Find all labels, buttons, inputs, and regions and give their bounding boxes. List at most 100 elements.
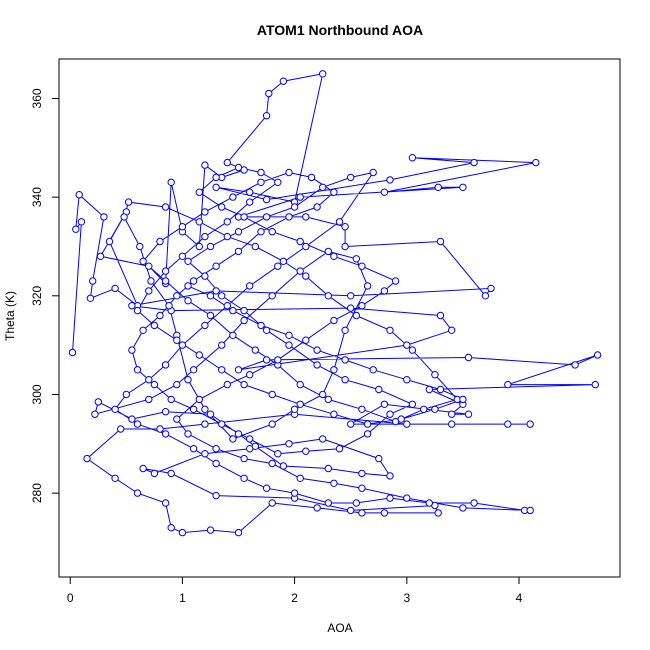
data-point <box>324 395 332 404</box>
data-point <box>358 262 366 270</box>
data-point <box>347 506 355 515</box>
data-point <box>234 163 243 172</box>
data-point <box>128 302 136 310</box>
data-point <box>363 420 372 428</box>
data-point <box>133 306 142 315</box>
data-point <box>324 292 332 300</box>
data-point <box>319 390 327 399</box>
data-point <box>218 203 226 211</box>
data-point <box>296 267 304 275</box>
data-point <box>408 154 417 162</box>
data-point <box>380 509 389 517</box>
data-point <box>296 400 304 408</box>
data-point <box>257 178 265 187</box>
data-point <box>251 346 260 354</box>
data-point <box>296 474 304 482</box>
data-point <box>341 223 349 231</box>
data-point <box>296 193 304 201</box>
data-point <box>161 267 170 275</box>
data-point <box>178 223 187 231</box>
data-point <box>161 499 170 507</box>
data-point <box>150 321 159 330</box>
data-point <box>167 524 175 532</box>
x-tick-label: 0 <box>67 591 74 605</box>
data-point <box>173 415 181 423</box>
y-tick-label: 300 <box>30 384 44 404</box>
data-point <box>246 371 254 379</box>
data-point <box>369 168 377 177</box>
data-point <box>111 405 119 413</box>
data-point <box>246 198 254 206</box>
data-point <box>136 242 144 251</box>
data-point <box>91 410 99 418</box>
data-point <box>189 405 198 413</box>
data-point <box>352 311 360 320</box>
data-point <box>504 420 512 428</box>
data-point <box>403 420 411 428</box>
data-point <box>358 509 366 517</box>
data-point <box>274 262 282 270</box>
data-point <box>335 445 344 453</box>
data-point <box>464 353 473 362</box>
data-point <box>324 464 332 473</box>
data-point <box>268 420 276 428</box>
data-point <box>391 277 400 285</box>
data-point <box>285 440 293 448</box>
data-point <box>330 252 338 260</box>
data-point <box>434 183 442 192</box>
data-point <box>161 408 170 416</box>
data-point <box>257 321 265 330</box>
data-point <box>165 302 173 310</box>
data-point <box>189 445 198 453</box>
data-point <box>223 158 232 167</box>
y-tick-label: 360 <box>30 88 44 108</box>
y-tick-label: 340 <box>30 187 44 207</box>
x-tick-label: 1 <box>179 591 186 605</box>
data-point <box>89 277 97 285</box>
data-point <box>285 213 293 221</box>
data-point <box>94 398 103 406</box>
data-point <box>262 356 271 364</box>
data-point <box>223 218 232 226</box>
data-point <box>234 228 243 236</box>
data-point <box>234 528 243 537</box>
data-point <box>257 168 265 177</box>
data-point <box>189 277 198 285</box>
data-point <box>302 336 310 344</box>
data-point <box>161 203 170 211</box>
data-point <box>100 213 108 221</box>
data-point <box>111 284 119 293</box>
data-point <box>330 479 338 487</box>
data-point <box>201 272 209 280</box>
data-point <box>246 188 254 196</box>
data-point <box>369 366 377 374</box>
data-point <box>386 494 394 502</box>
data-point <box>363 430 372 438</box>
data-point <box>218 341 226 349</box>
data-point <box>408 400 417 408</box>
data-point <box>145 262 153 270</box>
data-point <box>262 112 271 120</box>
data-point <box>526 506 534 515</box>
data-point <box>240 380 248 389</box>
data-point <box>212 445 220 453</box>
data-point <box>375 385 383 394</box>
x-axis-label: AOA <box>327 621 352 635</box>
data-point <box>246 282 254 290</box>
data-point <box>290 489 299 497</box>
data-point <box>262 195 271 204</box>
data-point <box>302 242 310 251</box>
data-point <box>206 292 215 300</box>
data-point <box>431 405 439 413</box>
data-point <box>184 257 192 265</box>
data-point <box>184 282 192 290</box>
data-point <box>161 277 170 285</box>
data-point <box>403 494 411 502</box>
data-point <box>189 366 198 374</box>
data-point <box>265 89 273 98</box>
data-point <box>240 306 248 315</box>
data-point <box>161 430 170 438</box>
data-point <box>201 420 209 428</box>
data-point <box>307 173 316 182</box>
data-point <box>358 405 366 413</box>
